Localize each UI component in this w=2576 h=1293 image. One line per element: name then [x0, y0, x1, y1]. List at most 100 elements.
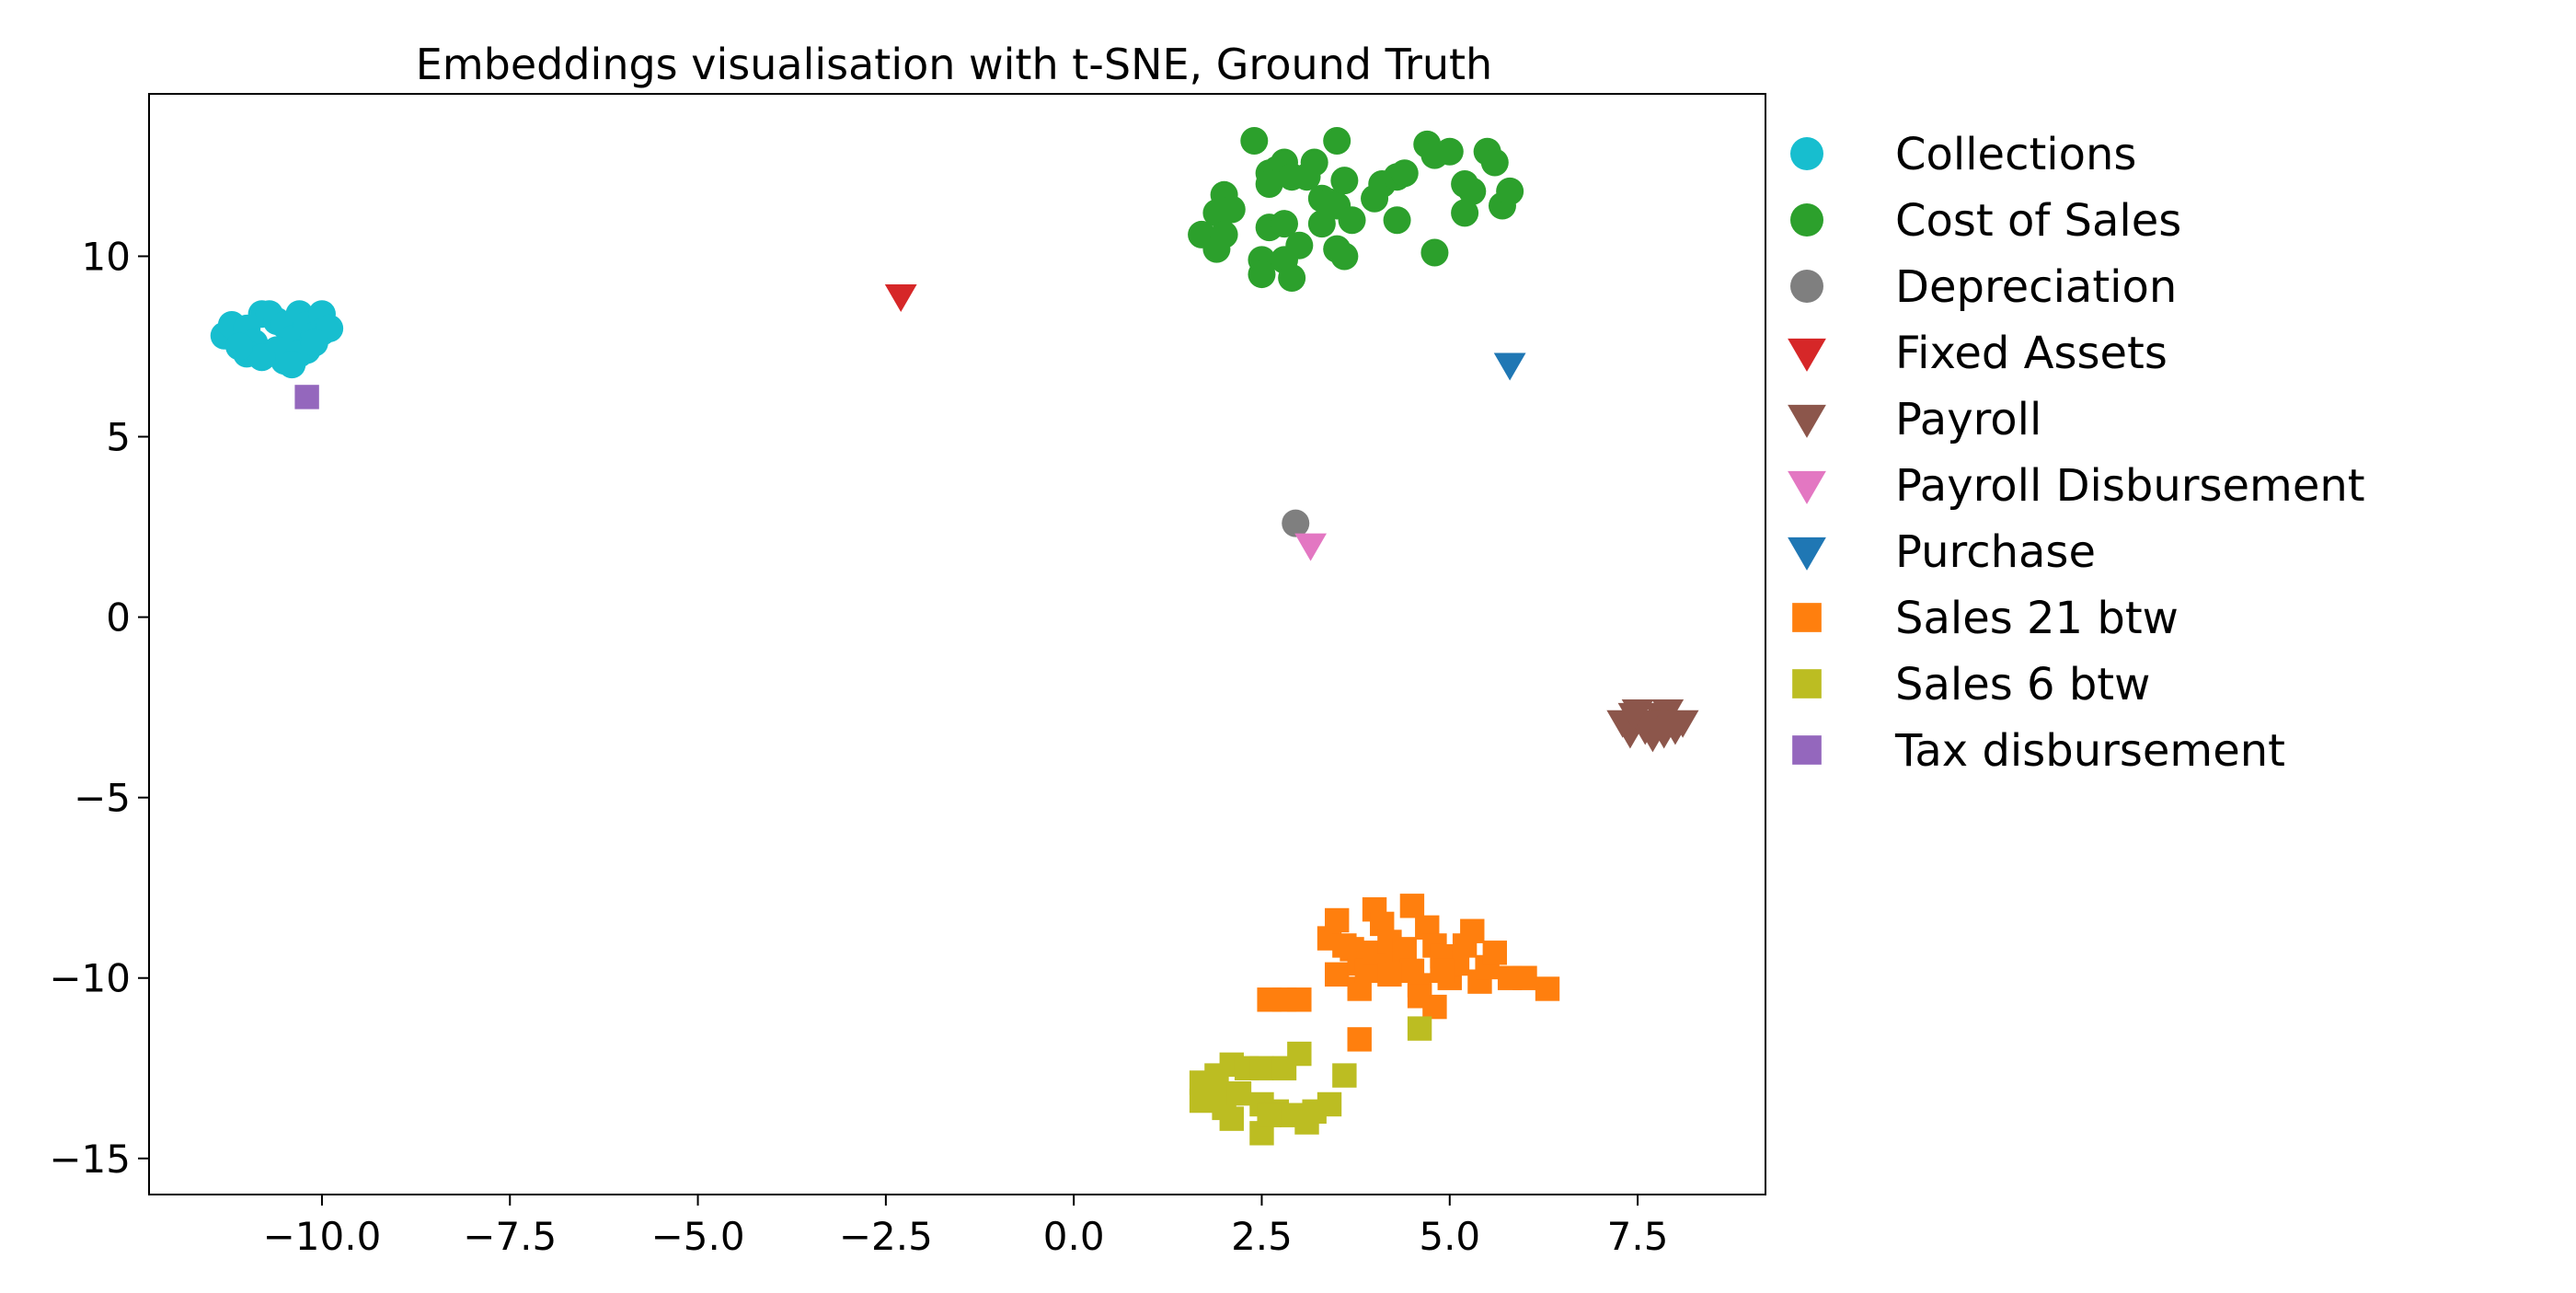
- legend-label: Fixed Assets: [1895, 328, 2168, 379]
- data-point: [1482, 941, 1508, 965]
- legend-marker: [1790, 270, 1823, 303]
- data-point: [1217, 195, 1246, 224]
- data-point: [1285, 231, 1314, 260]
- data-point: [1390, 159, 1419, 188]
- legend-label: Sales 6 btw: [1895, 659, 2150, 710]
- series-depreciation: [1282, 509, 1310, 537]
- data-point: [1278, 263, 1306, 292]
- data-point: [1651, 698, 1685, 727]
- series-payroll: [1606, 698, 1699, 753]
- legend-marker: [1790, 137, 1823, 170]
- data-point: [1323, 126, 1351, 155]
- legend-item-sales-21-btw: Sales 21 btw: [1792, 593, 2179, 644]
- legend-marker: [1788, 338, 1826, 372]
- data-point: [1226, 1081, 1252, 1106]
- data-point: [1249, 1056, 1274, 1080]
- series-cost-of-sales: [1188, 126, 1524, 292]
- data-point: [1458, 177, 1487, 205]
- data-point: [884, 283, 917, 312]
- data-point: [247, 343, 276, 372]
- data-point: [1420, 238, 1449, 267]
- legend-item-tax-disbursement: Tax disbursement: [1792, 725, 2285, 777]
- legend: Collections Cost of Sales Depreciation Fixe…: [1788, 129, 2365, 777]
- data-point: [1407, 1016, 1432, 1041]
- x-tick-label: 5.0: [1419, 1214, 1480, 1259]
- x-tick-label: −5.0: [651, 1214, 745, 1259]
- y-axis: −15 −10 −5 0 5 10: [49, 234, 149, 1182]
- series-collections: [210, 300, 344, 379]
- legend-item-sales-6-btw: Sales 6 btw: [1792, 659, 2150, 710]
- legend-item-payroll: Payroll: [1788, 394, 2041, 445]
- y-tick-label: −5: [74, 776, 131, 821]
- data-point: [1435, 137, 1464, 166]
- data-point: [1248, 260, 1276, 289]
- legend-marker: [1792, 735, 1822, 765]
- series-fixed-assets: [884, 283, 917, 312]
- data-point: [1240, 126, 1269, 155]
- data-point: [1307, 210, 1336, 238]
- series-payroll-disbursement: [1294, 533, 1327, 561]
- y-tick-label: 5: [106, 415, 131, 460]
- data-point: [1496, 177, 1524, 205]
- data-point: [1392, 937, 1417, 962]
- plot-frame: [148, 93, 1766, 1195]
- y-tick-label: −10: [49, 956, 131, 1001]
- legend-item-fixed-assets: Fixed Assets: [1788, 328, 2168, 379]
- data-point: [1451, 199, 1479, 227]
- data-point: [1399, 894, 1425, 918]
- data-point: [1287, 1041, 1312, 1067]
- legend-label: Sales 21 btw: [1895, 593, 2179, 644]
- data-point: [1512, 965, 1537, 990]
- data-point: [300, 329, 328, 357]
- series-sales-6-btw: [1189, 1016, 1432, 1146]
- x-tick-label: 0.0: [1043, 1214, 1105, 1259]
- x-tick-label: −2.5: [839, 1214, 933, 1259]
- legend-marker: [1792, 669, 1822, 698]
- data-point: [1617, 702, 1650, 731]
- legend-label: Depreciation: [1895, 261, 2177, 313]
- data-point: [1219, 1106, 1244, 1131]
- data-point: [1330, 242, 1359, 271]
- y-tick-label: −15: [49, 1137, 131, 1182]
- data-point: [1332, 1063, 1357, 1088]
- data-point: [1377, 962, 1402, 987]
- data-point: [1282, 509, 1310, 537]
- legend-label: Collections: [1895, 129, 2136, 180]
- data-point: [1535, 976, 1560, 1001]
- legend-item-payroll-disbursement: Payroll Disbursement: [1788, 460, 2365, 512]
- data-point: [1324, 962, 1350, 987]
- x-tick-label: 2.5: [1231, 1214, 1293, 1259]
- legend-item-cost-of-sales: Cost of Sales: [1790, 195, 2181, 247]
- series-tax-disbursement: [294, 385, 319, 410]
- data-point: [1287, 987, 1312, 1012]
- plot-points: [210, 126, 1699, 1146]
- data-point: [1300, 148, 1328, 177]
- x-tick-label: −7.5: [463, 1214, 557, 1259]
- data-point: [1324, 907, 1350, 933]
- data-point: [1330, 167, 1359, 195]
- legend-item-depreciation: Depreciation: [1790, 261, 2177, 313]
- data-point: [1317, 1091, 1342, 1117]
- data-point: [1257, 1103, 1282, 1127]
- data-point: [278, 351, 306, 379]
- data-point: [1383, 206, 1411, 235]
- legend-item-purchase: Purchase: [1788, 526, 2096, 578]
- data-point: [1210, 220, 1238, 248]
- data-point: [1493, 352, 1526, 381]
- legend-marker: [1788, 404, 1826, 438]
- legend-item-collections: Collections: [1790, 129, 2136, 180]
- x-axis: −10.0 −7.5 −5.0 −2.5 0.0 2.5 5.0 7.5: [263, 1195, 1668, 1259]
- data-point: [225, 332, 254, 361]
- data-point: [1666, 710, 1699, 738]
- data-point: [1255, 170, 1283, 199]
- y-tick-label: 0: [106, 595, 131, 641]
- data-point: [1480, 148, 1509, 177]
- legend-label: Cost of Sales: [1895, 195, 2181, 247]
- legend-marker: [1788, 537, 1826, 571]
- y-tick-label: 10: [82, 234, 131, 279]
- data-point: [1332, 933, 1357, 958]
- data-point: [1347, 1027, 1372, 1052]
- data-point: [1270, 210, 1298, 238]
- legend-marker: [1790, 203, 1823, 237]
- legend-label: Payroll Disbursement: [1895, 460, 2365, 512]
